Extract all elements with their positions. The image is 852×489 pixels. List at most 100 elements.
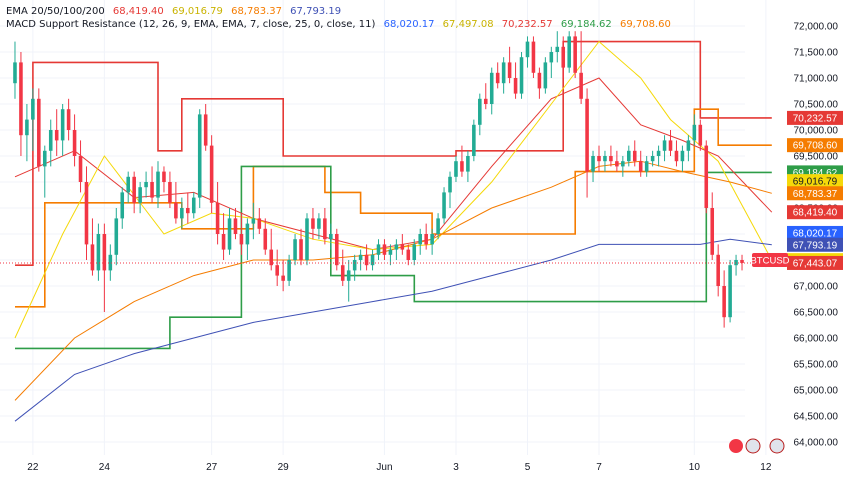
candle-body bbox=[90, 244, 95, 271]
time-axis-label: 22 bbox=[27, 462, 39, 473]
macd-value-5: 69,708.60 bbox=[619, 19, 671, 30]
price-tag-text: 67,443.07 bbox=[793, 258, 838, 269]
candle-body bbox=[448, 176, 452, 193]
candle-body bbox=[138, 187, 142, 203]
bottom-icons[interactable] bbox=[729, 438, 785, 454]
time-axis-label: 27 bbox=[206, 462, 218, 473]
candle-body bbox=[603, 156, 607, 162]
candle-body bbox=[615, 161, 619, 167]
candle-body bbox=[406, 249, 411, 260]
price-tag: 68,419.40 bbox=[787, 205, 843, 220]
price-tag: 67,793.19 bbox=[787, 237, 843, 252]
candle-body bbox=[186, 208, 190, 214]
candle-body bbox=[656, 150, 661, 156]
price-tag-box bbox=[787, 205, 843, 220]
time-axis-label: 12 bbox=[760, 462, 772, 473]
time-axis[interactable]: 22 24 27 29 Jun 3 5 7 10 12 bbox=[27, 462, 772, 473]
ema-line-4 bbox=[14, 238, 772, 422]
candle-body bbox=[251, 218, 256, 224]
candle-body bbox=[400, 244, 405, 250]
candle-body bbox=[442, 192, 446, 219]
price-tag-text: 69,184.62 bbox=[793, 168, 838, 179]
candle-body bbox=[239, 234, 244, 245]
candle-body bbox=[716, 254, 720, 286]
candle-body bbox=[567, 36, 571, 68]
price-tag-text: 68,020.17 bbox=[793, 228, 838, 239]
candle-body bbox=[25, 119, 29, 136]
ema-50-value: 69,016.79 bbox=[171, 6, 223, 17]
candle-body bbox=[245, 223, 250, 245]
macd-legend[interactable]: MACD Support Resistance (12, 26, 9, EMA,… bbox=[6, 18, 676, 31]
candle-body bbox=[66, 109, 71, 130]
candle-body bbox=[597, 156, 601, 162]
candle-body bbox=[340, 265, 345, 281]
flash-event-icon[interactable] bbox=[729, 439, 743, 453]
price-axis-label: 69,500.00 bbox=[794, 152, 839, 163]
price-axis-label: 71,000.00 bbox=[794, 74, 839, 85]
candle-body bbox=[191, 197, 196, 214]
price-tag-text: 68,419.40 bbox=[793, 208, 838, 219]
candle-body bbox=[162, 171, 166, 182]
candle-body bbox=[412, 244, 417, 260]
candle-body bbox=[609, 156, 613, 162]
candle-body bbox=[466, 156, 470, 172]
sr-line-1 bbox=[15, 40, 772, 266]
candle-body bbox=[376, 244, 381, 255]
price-tag: 69,708.60 bbox=[787, 138, 843, 153]
candle-body bbox=[418, 234, 423, 245]
candle-body bbox=[180, 208, 184, 219]
candle-body bbox=[734, 260, 738, 266]
candle-body bbox=[78, 156, 83, 182]
price-tag: 68,783.37 bbox=[787, 186, 843, 201]
candle-body bbox=[585, 98, 589, 172]
candle-body bbox=[293, 239, 297, 260]
candle-body bbox=[72, 130, 77, 156]
candle-body bbox=[329, 234, 333, 240]
price-axis-label: 72,000.00 bbox=[794, 22, 839, 33]
candle-body bbox=[519, 57, 524, 94]
candle-body bbox=[257, 218, 262, 229]
candle-body bbox=[543, 62, 548, 89]
macd-value-2: 67,497.08 bbox=[442, 19, 494, 30]
ema-100-value: 68,783.37 bbox=[231, 6, 282, 17]
candle-body bbox=[644, 161, 649, 172]
price-tag: 70,232.57 bbox=[787, 110, 843, 125]
candle-body bbox=[287, 260, 291, 281]
price-axis-label: 67,000.00 bbox=[794, 282, 839, 293]
ema-legend[interactable]: EMA 20/50/100/200 68,419.40 69,016.79 68… bbox=[6, 5, 346, 18]
us-flag-icon-2[interactable] bbox=[769, 438, 785, 454]
candle-body bbox=[42, 150, 47, 167]
candle-body bbox=[692, 124, 697, 141]
candle-body bbox=[311, 218, 315, 229]
price-axis-label: 64,500.00 bbox=[794, 412, 839, 423]
symbol-tag-box bbox=[752, 253, 788, 267]
price-tags: 70,232.57 69,708.60 69,184.6269,016.7968,7… bbox=[787, 110, 843, 270]
candle-body bbox=[108, 254, 113, 271]
candle-body bbox=[227, 218, 232, 250]
candle-body bbox=[114, 218, 119, 255]
candle-body bbox=[454, 161, 458, 177]
symbol-tag-text: BTCUSD bbox=[750, 256, 789, 267]
candle-body bbox=[722, 286, 726, 318]
candle-body bbox=[638, 161, 643, 172]
sr-line-3 bbox=[15, 165, 772, 350]
candle-body bbox=[507, 62, 512, 78]
candle-body bbox=[489, 72, 494, 104]
ema-200-value: 67,793.19 bbox=[290, 6, 342, 17]
time-axis-label: 3 bbox=[453, 462, 459, 473]
time-axis-label: Jun bbox=[376, 462, 392, 473]
candle-body bbox=[19, 62, 23, 136]
us-flag-icon[interactable] bbox=[745, 438, 761, 454]
candle-body bbox=[13, 62, 17, 84]
candle-body bbox=[698, 124, 703, 146]
candle-body bbox=[269, 249, 274, 266]
price-axis-label: 70,500.00 bbox=[794, 100, 839, 111]
candle-body bbox=[513, 78, 518, 94]
candle-body bbox=[561, 46, 566, 68]
price-tag-text: 68,783.37 bbox=[793, 189, 838, 200]
price-tag-text: 67,793.19 bbox=[793, 240, 838, 251]
macd-value-1: 68,020.17 bbox=[383, 19, 435, 30]
candle-body bbox=[728, 265, 732, 318]
candle-body bbox=[263, 228, 268, 250]
